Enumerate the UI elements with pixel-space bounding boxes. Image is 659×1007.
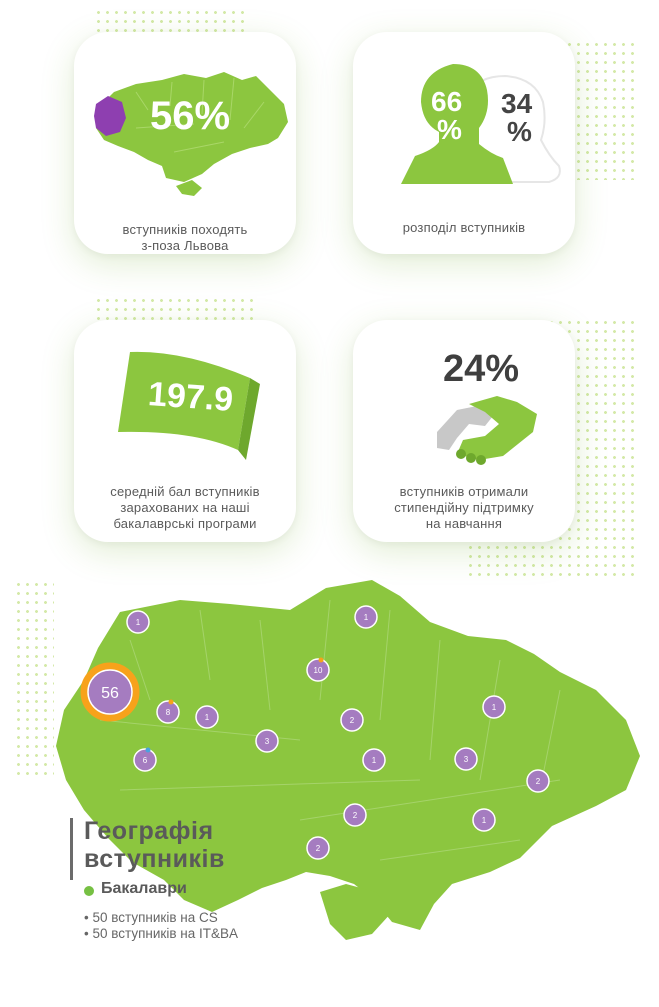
legend-item-text: 50 вступників на IT&BA	[92, 926, 238, 941]
ukraine-map-icon	[94, 72, 288, 196]
marker-circle	[133, 748, 157, 772]
map-marker: 10	[306, 657, 330, 682]
legend-item-itba: • 50 вступників на IT&BA	[84, 926, 238, 941]
marker-label: 2	[350, 716, 355, 725]
marker-circle	[354, 605, 378, 629]
legend-bar	[70, 818, 73, 880]
caption-line: вступників походять	[122, 222, 248, 237]
crimea-shape	[320, 884, 392, 940]
marker-circle	[156, 700, 180, 724]
map-marker: 8	[156, 699, 180, 724]
map-marker: 56	[80, 662, 140, 722]
marker-circle	[362, 748, 386, 772]
map-marker: 6	[133, 747, 157, 772]
legend-label: Бакалаври	[101, 880, 187, 897]
map-marker: 1	[354, 605, 378, 629]
marker-accent	[318, 657, 324, 663]
map-marker: 3	[454, 747, 478, 771]
caption-line: середній бал вступників	[110, 484, 260, 499]
stat-female-percent: %	[507, 116, 532, 147]
caption-line: стипендійну підтримку	[394, 500, 534, 515]
card-average-score: 197.9 середній бал вступників зараховани…	[74, 320, 296, 542]
map-marker: 2	[526, 769, 550, 793]
stat-outside-lviv: 56%	[150, 94, 231, 138]
marker-label: 2	[353, 811, 358, 820]
marker-label: 2	[316, 844, 321, 853]
map-marker: 2	[343, 803, 367, 827]
marker-ring	[80, 662, 140, 722]
marker-circle	[340, 708, 364, 732]
stat-female-value: 34	[501, 88, 533, 119]
dots-decoration	[14, 580, 54, 780]
card-scholarship: 24% вступників отримали стипендійну підт…	[353, 320, 575, 542]
map-marker: 2	[340, 708, 364, 732]
marker-circle	[87, 669, 133, 715]
marker-label: 8	[166, 708, 171, 717]
stat-scholarship: 24%	[443, 348, 520, 390]
score-flag-icon	[118, 351, 260, 460]
map-marker: 1	[195, 705, 219, 729]
stat-male-percent: %	[437, 114, 462, 145]
map-title-line2: вступників	[84, 845, 225, 873]
stat-male-value: 66	[431, 86, 463, 117]
caption-line: зарахованих на наші	[120, 500, 250, 515]
marker-circle	[526, 769, 550, 793]
marker-circle	[472, 808, 496, 832]
map-marker: 1	[126, 610, 150, 634]
marker-label: 1	[136, 618, 141, 627]
marker-label: 10	[314, 666, 323, 675]
marker-label: 1	[482, 816, 487, 825]
markers-layer: 1 1 56 10 8 1 2 3 6 1 1 3 2 2 1 2	[80, 605, 550, 860]
caption-scholarship: вступників отримали стипендійну підтримк…	[353, 484, 575, 532]
marker-circle	[306, 836, 330, 860]
marker-circle	[306, 658, 330, 682]
legend-item-text: 50 вступників на CS	[92, 910, 218, 925]
marker-label: 3	[265, 737, 270, 746]
legend-dot	[84, 886, 94, 896]
gender-heads-icon	[401, 64, 561, 184]
legend-item-cs: • 50 вступників на CS	[84, 910, 218, 925]
caption-line: бакалаврські програми	[113, 516, 257, 531]
marker-circle	[454, 747, 478, 771]
map-marker: 1	[472, 808, 496, 832]
map-marker: 1	[362, 748, 386, 772]
marker-label: 6	[143, 756, 148, 765]
caption-outside-lviv: вступників походять з-поза Львова	[74, 222, 296, 254]
marker-circle	[343, 803, 367, 827]
card-outside-lviv: 56% вступників походять з-поза Львова	[74, 32, 296, 254]
handshake-icon	[437, 396, 537, 465]
caption-line: з-поза Львова	[141, 238, 229, 253]
caption-line: розподіл вступників	[402, 220, 526, 235]
marker-label: 56	[101, 685, 119, 702]
card-gender-split: 66 % 34 % розподіл вступників	[353, 32, 575, 254]
caption-line: вступників отримали	[399, 484, 529, 499]
marker-circle	[255, 729, 279, 753]
map-marker: 1	[482, 695, 506, 719]
map-marker: 2	[306, 836, 330, 860]
marker-label: 1	[492, 703, 497, 712]
marker-label: 1	[364, 613, 369, 622]
marker-label: 1	[205, 713, 210, 722]
marker-label: 3	[464, 755, 469, 764]
marker-accent	[168, 699, 174, 705]
ukraine-shape	[56, 580, 640, 930]
caption-line: на навчання	[425, 516, 503, 531]
marker-circle	[195, 705, 219, 729]
marker-label: 1	[372, 756, 377, 765]
caption-gender-split: розподіл вступників	[353, 220, 575, 236]
map-title-line1: Географія	[84, 817, 214, 845]
map-marker: 3	[255, 729, 279, 753]
marker-circle	[126, 610, 150, 634]
marker-circle	[482, 695, 506, 719]
marker-accent	[145, 747, 151, 753]
marker-label: 2	[536, 777, 541, 786]
caption-average-score: середній бал вступників зарахованих на н…	[74, 484, 296, 532]
